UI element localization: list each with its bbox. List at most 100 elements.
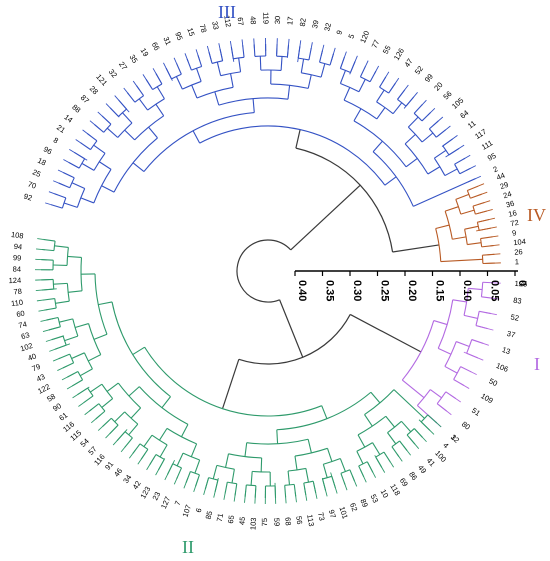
leaf-label: 55 (381, 44, 393, 56)
scale-tick-label: 0.05 (489, 280, 501, 301)
scale-tick-label: 0.35 (324, 280, 336, 301)
leaf-label: 108 (10, 230, 24, 241)
cluster-label-II: II (182, 537, 194, 557)
leaf-label: 82 (298, 17, 308, 27)
leaf-label: 3 (449, 433, 458, 442)
leaf-label: 73 (316, 511, 327, 521)
leaf-label: 56 (441, 89, 453, 101)
leaf-label: 110 (11, 298, 24, 308)
leaf-label: 36 (505, 199, 515, 210)
distance-scale-axis: 0.40 0.35 0.30 0.25 0.20 0.15 0.10 0.05 0 (294, 270, 528, 301)
leaf-label: 87 (79, 93, 91, 105)
leaf-label: 37 (506, 329, 516, 340)
leaf-label: 9 (334, 29, 344, 36)
leaf-label: 127 (159, 495, 172, 510)
leaf-label: 63 (20, 330, 30, 341)
leaf-label: 95 (486, 151, 498, 163)
leaf-label: 19 (139, 46, 151, 58)
leaf-label: 78 (13, 287, 22, 297)
leaf-label: 77 (370, 38, 382, 49)
leaf-label: 43 (35, 372, 46, 384)
leaf-label: 117 (473, 127, 488, 141)
leaf-label: 51 (470, 406, 482, 418)
leaf-label: 126 (392, 47, 406, 62)
cluster-label-IV: IV (527, 205, 546, 225)
leaf-label: 99 (13, 253, 22, 262)
leaf-label: 79 (31, 362, 42, 374)
leaf-label: 67 (236, 17, 246, 26)
leaf-label: 69 (398, 476, 410, 488)
leaf-label: 104 (513, 237, 526, 247)
scale-tick-label: 0 (516, 280, 528, 286)
leaf-label: 21 (55, 123, 67, 135)
cluster-label-I: I (534, 354, 540, 374)
leaf-label: 97 (327, 509, 338, 519)
leaf-label: 11 (466, 119, 478, 131)
leaf-label: 66 (150, 41, 162, 52)
scale-tick-label: 0.40 (296, 280, 308, 301)
leaf-label: 48 (248, 16, 257, 25)
leaf-label: 85 (204, 510, 215, 520)
leaf-label: 65 (226, 515, 236, 525)
cluster-label-III: III (218, 2, 236, 22)
leaf-label: 74 (18, 320, 28, 331)
leaf-labels: 1258352371310650109518012108949984124781… (8, 12, 527, 530)
leaf-label: 24 (502, 189, 513, 200)
leaf-label: 124 (8, 276, 21, 285)
leaf-label: 26 (514, 247, 523, 257)
leaf-label: 119 (261, 12, 270, 24)
scale-tick-label: 0.20 (406, 280, 418, 301)
leaf-label: 23 (150, 490, 162, 501)
leaf-label: 113 (305, 514, 316, 527)
leaf-label: 28 (88, 84, 100, 96)
leaf-label: 42 (131, 479, 143, 491)
leaf-label: 89 (358, 497, 369, 508)
leaf-label: 30 (273, 16, 282, 25)
leaf-label: 80 (460, 419, 472, 431)
leaf-label: 34 (121, 473, 133, 485)
leaf-label: 5 (346, 33, 356, 40)
leaf-label: 13 (501, 345, 512, 356)
leaf-label: 90 (51, 401, 63, 413)
leaf-label: 31 (161, 35, 173, 46)
leaf-label: 75 (260, 518, 269, 526)
leaf-label: 14 (62, 112, 74, 124)
leaf-label: 68 (283, 517, 293, 526)
dendrogram-backbone (221, 129, 440, 409)
leaf-label: 47 (402, 57, 414, 69)
leaf-label: 106 (495, 361, 510, 374)
leaf-label: 52 (413, 64, 425, 76)
leaf-label: 72 (510, 218, 520, 228)
leaf-label: 39 (310, 19, 320, 29)
leaf-label: 1 (515, 257, 519, 266)
leaf-label: 125 (514, 279, 527, 289)
leaf-label: 103 (248, 517, 258, 530)
leaf-label: 83 (513, 296, 522, 306)
leaf-label: 70 (27, 179, 38, 190)
leaf-label: 94 (13, 242, 22, 252)
leaf-label: 27 (117, 60, 129, 72)
leaf-label: 109 (479, 391, 494, 405)
leaf-label: 29 (499, 180, 510, 191)
leaf-label: 40 (27, 351, 38, 362)
leaf-label: 64 (458, 108, 470, 120)
leaf-label: 59 (272, 518, 281, 527)
leaf-label: 112 (222, 15, 233, 28)
leaf-label: 99 (423, 72, 435, 84)
leaf-label: 96 (42, 144, 54, 156)
leaf-label: 50 (487, 376, 498, 388)
leaf-label: 84 (13, 265, 21, 274)
leaf-label: 2 (492, 164, 499, 174)
leaf-label: 62 (348, 502, 359, 513)
leaf-label: 88 (70, 102, 82, 114)
leaf-label: 10 (379, 488, 391, 500)
dendrogram-branches (35, 38, 501, 504)
leaf-label: 111 (480, 138, 494, 151)
leaf-label: 56 (294, 516, 304, 525)
leaf-label: 101 (337, 505, 349, 520)
leaf-label: 45 (237, 516, 247, 525)
leaf-label: 20 (432, 80, 444, 92)
leaf-label: 15 (185, 27, 196, 38)
leaf-label: 4 (441, 441, 450, 450)
